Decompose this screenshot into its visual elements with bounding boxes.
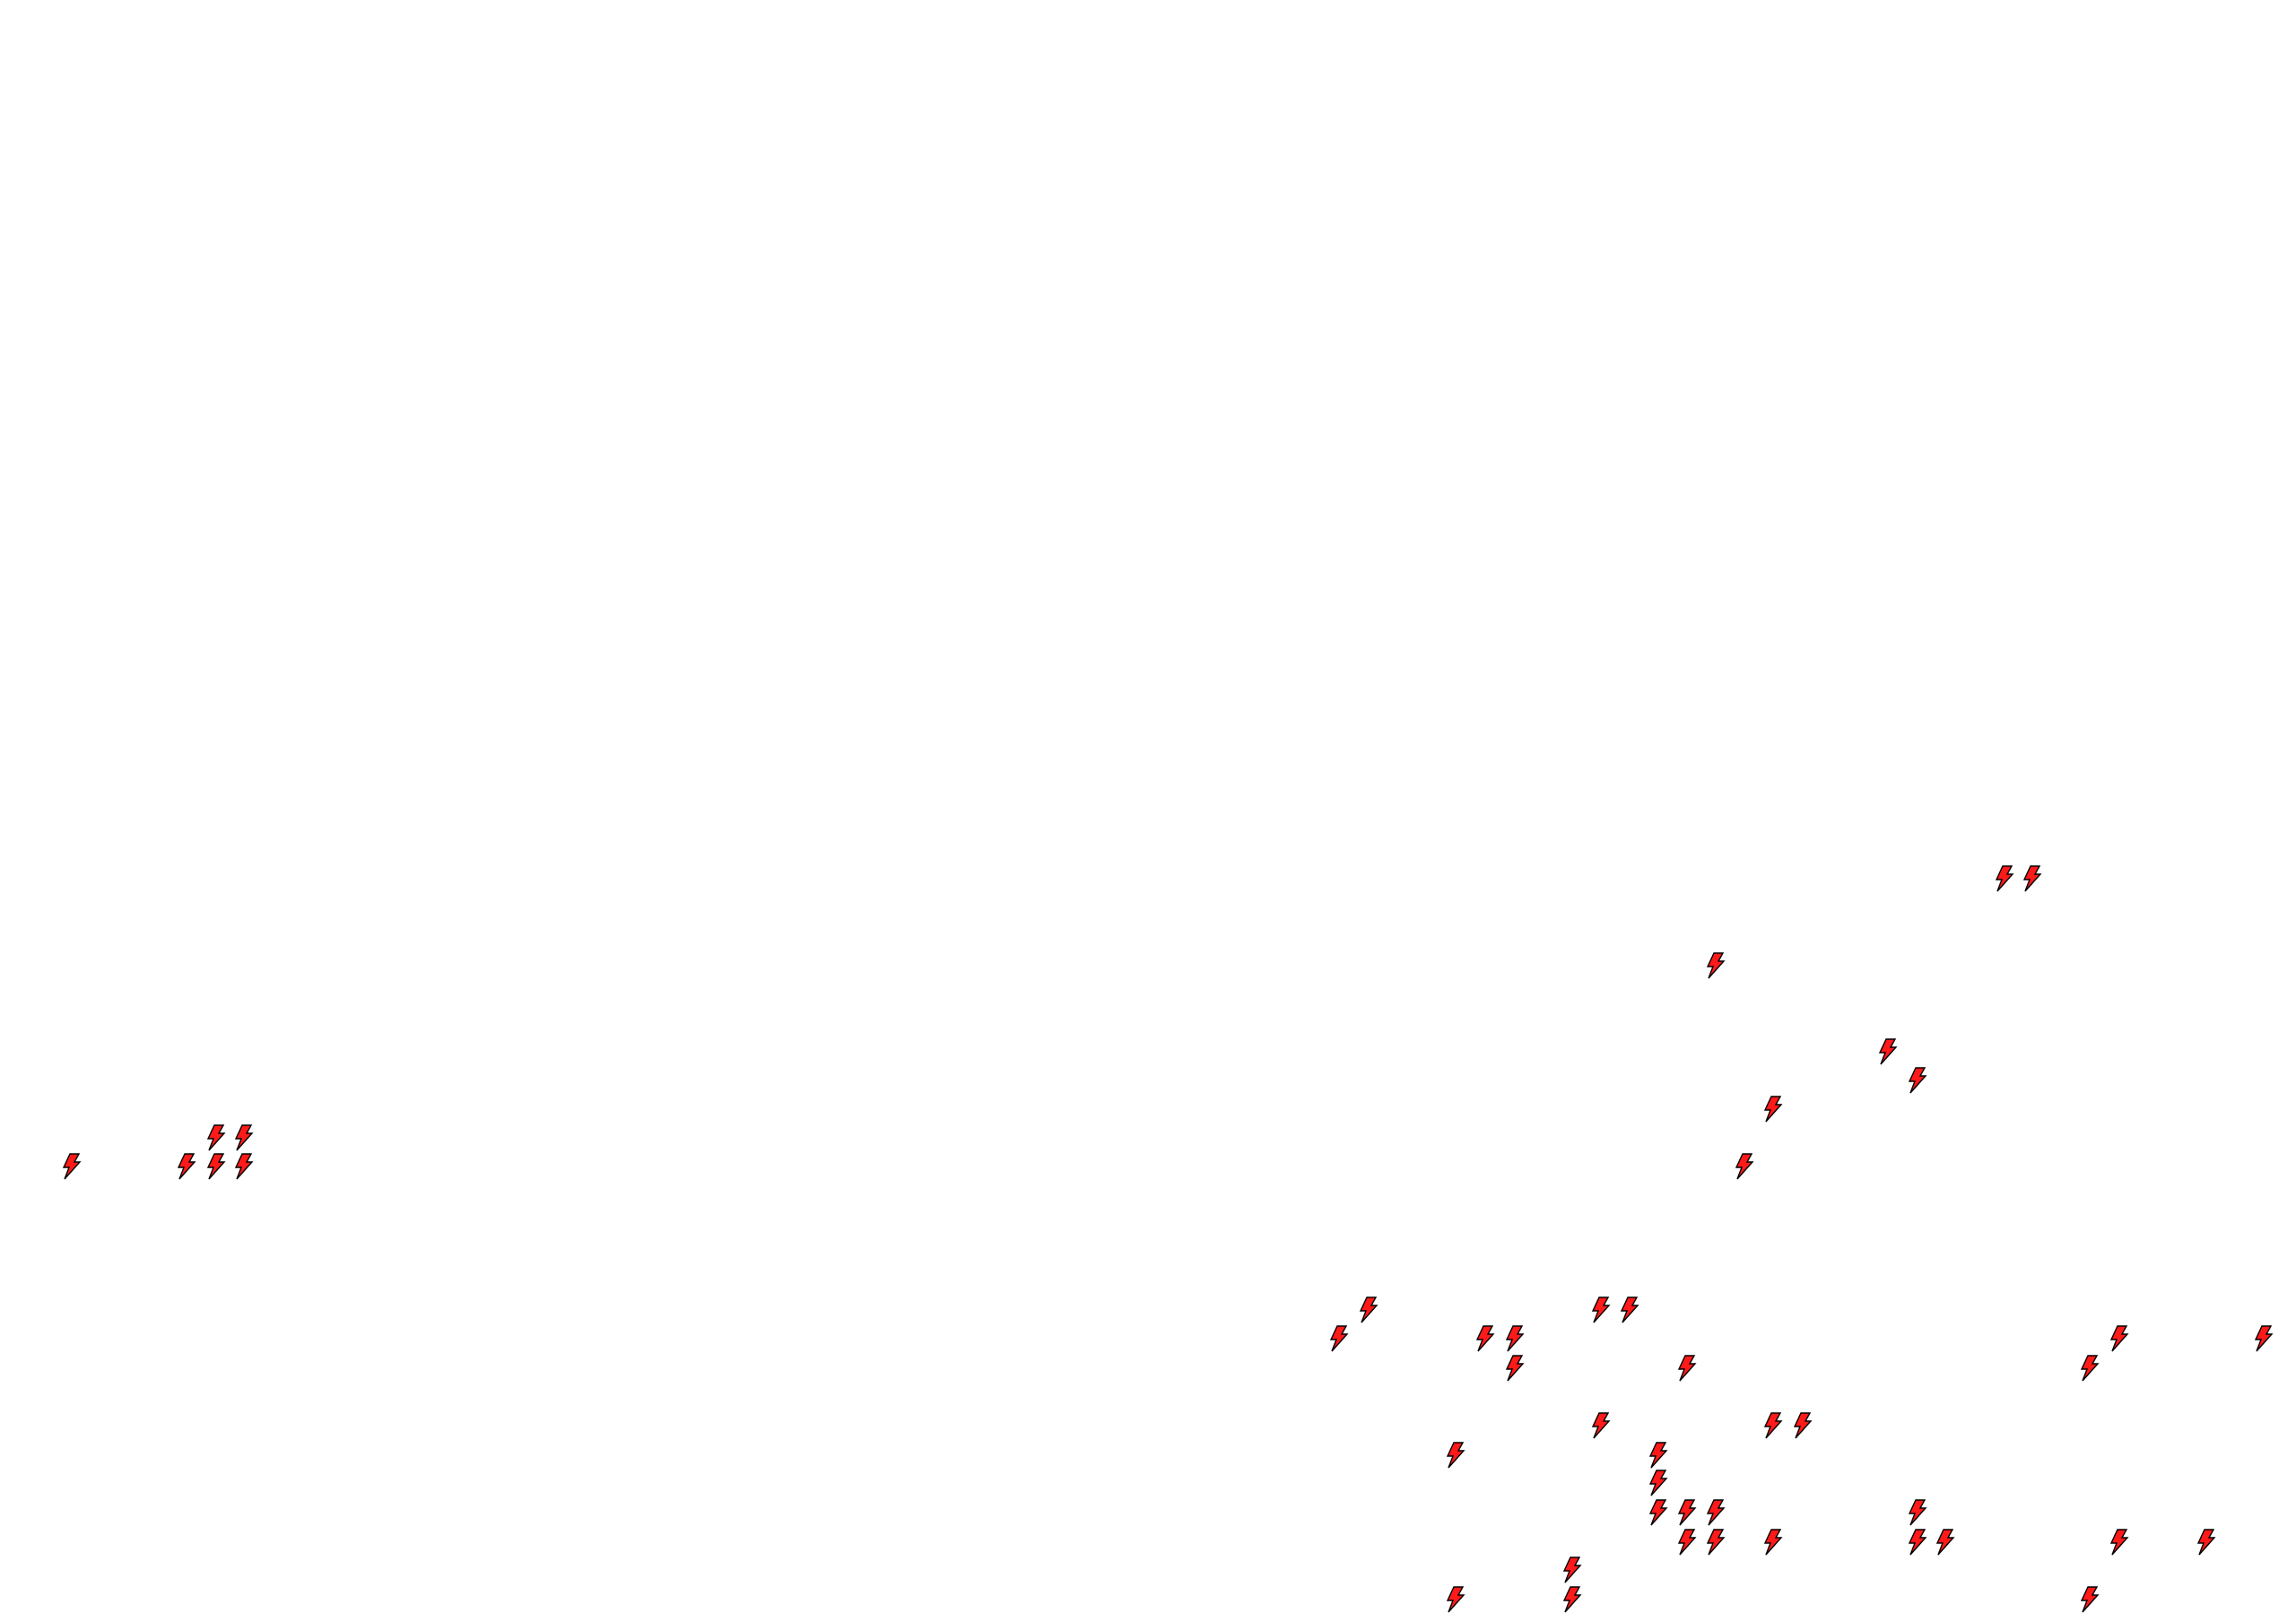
lightning-bolt-icon[interactable] [1908,1529,1927,1556]
lightning-bolt-icon[interactable] [234,1153,254,1180]
lightning-bolt-icon[interactable] [1359,1296,1378,1323]
lightning-bolt-icon[interactable] [1505,1325,1525,1352]
lightning-bolt-icon[interactable] [206,1153,226,1180]
lightning-bolt-icon[interactable] [1908,1499,1927,1526]
lightning-bolt-icon[interactable] [1329,1325,1349,1352]
lightning-bolt-icon[interactable] [1793,1412,1813,1439]
lightning-bolt-icon[interactable] [2080,1355,2100,1382]
lightning-bolt-icon[interactable] [1763,1096,1783,1123]
lightning-bolt-icon[interactable] [2254,1325,2274,1352]
lightning-bolt-icon[interactable] [1706,1529,1726,1556]
lightning-bolt-icon[interactable] [1908,1066,1927,1094]
lightning-bolt-icon[interactable] [1562,1586,1582,1613]
lightning-bolt-icon[interactable] [1446,1442,1465,1469]
lightning-bolt-icon[interactable] [1935,1529,1955,1556]
lightning-bolt-icon[interactable] [234,1123,254,1151]
lightning-bolt-icon[interactable] [62,1153,82,1180]
lightning-bolt-icon[interactable] [2109,1325,2129,1352]
lightning-bolt-icon[interactable] [1648,1499,1668,1526]
lightning-bolt-icon[interactable] [1878,1038,1898,1065]
lightning-bolt-icon[interactable] [1763,1412,1783,1439]
lightning-bolt-icon[interactable] [2080,1586,2100,1613]
lightning-bolt-icon[interactable] [2022,864,2042,892]
lightning-bolt-icon[interactable] [2196,1529,2216,1556]
lightning-bolt-icon[interactable] [1446,1586,1465,1613]
lightning-bolt-icon[interactable] [1706,1499,1726,1526]
lightning-bolt-icon[interactable] [1620,1296,1639,1323]
lightning-bolt-icon[interactable] [1648,1442,1668,1469]
lightning-bolt-icon[interactable] [1505,1355,1525,1382]
lightning-bolt-icon[interactable] [1763,1529,1783,1556]
lightning-bolt-icon[interactable] [1475,1325,1495,1352]
lightning-bolt-icon[interactable] [1995,864,2014,892]
lightning-bolt-icon[interactable] [1648,1470,1668,1496]
lightning-bolt-icon[interactable] [1677,1499,1697,1526]
lightning-bolt-icon[interactable] [2109,1529,2129,1556]
lightning-bolt-icon[interactable] [1677,1355,1697,1382]
lightning-bolt-icon[interactable] [1735,1153,1754,1180]
lightning-bolt-icon[interactable] [177,1153,196,1180]
lightning-bolt-icon[interactable] [1591,1412,1611,1439]
lightning-bolt-icon[interactable] [1706,951,1726,979]
lightning-bolt-icon[interactable] [1677,1529,1697,1556]
lightning-bolt-icon[interactable] [1591,1296,1611,1323]
lightning-bolt-icon[interactable] [1562,1557,1582,1583]
lightning-bolt-icon[interactable] [206,1123,226,1151]
